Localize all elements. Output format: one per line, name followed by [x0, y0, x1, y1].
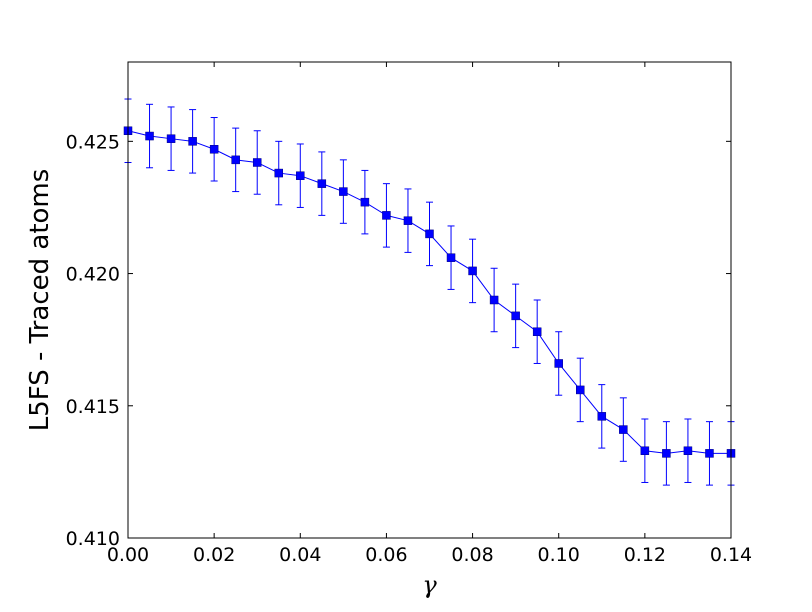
x-axis-ticks: 0.00 0.02 0.04 0.06 0.08 0.10 0.12 0.14	[107, 62, 752, 566]
data-point	[554, 359, 563, 368]
data-point	[252, 158, 262, 167]
y-tick-label: 0.415	[66, 396, 120, 418]
data-point	[619, 425, 628, 434]
x-tick-label: 0.10	[538, 544, 580, 566]
y-tick-label: 0.425	[66, 131, 120, 153]
x-tick-label: 0.14	[710, 544, 752, 566]
data-point	[339, 187, 348, 196]
data-point	[274, 168, 283, 178]
data-point	[511, 311, 520, 321]
data-point	[231, 155, 240, 165]
y-tick-label: 0.420	[66, 264, 120, 286]
y-axis-ticks: 0.410 0.415 0.420 0.425	[66, 131, 731, 550]
data-point	[489, 295, 499, 305]
data-point	[317, 179, 327, 188]
data-point	[403, 216, 413, 225]
data-point	[640, 446, 650, 455]
data-point	[145, 131, 154, 141]
data-point	[188, 137, 197, 146]
x-tick-label: 0.12	[624, 544, 666, 566]
x-tick-label: 0.00	[107, 544, 149, 566]
data-point	[360, 197, 370, 207]
data-point	[597, 412, 607, 421]
data-point	[468, 266, 477, 276]
data-point	[576, 385, 585, 395]
data-point	[662, 449, 671, 458]
data-point	[705, 449, 714, 458]
data-point	[209, 145, 219, 154]
data-point	[446, 253, 456, 262]
y-tick-label: 0.410	[66, 528, 120, 550]
x-axis-label: γ	[422, 571, 437, 599]
x-tick-label: 0.06	[365, 544, 407, 566]
data-point	[296, 171, 305, 180]
data-point	[425, 229, 434, 239]
x-tick-label: 0.08	[451, 544, 493, 566]
x-tick-label: 0.04	[279, 544, 321, 566]
data-point	[532, 327, 542, 336]
y-axis-label: L5FS - Traced atoms	[25, 169, 55, 432]
data-point	[683, 446, 693, 455]
plot-frame	[127, 61, 732, 539]
x-tick-label: 0.02	[193, 544, 235, 566]
data-point	[166, 134, 176, 143]
plot-background	[128, 62, 731, 538]
data-point	[382, 211, 391, 220]
